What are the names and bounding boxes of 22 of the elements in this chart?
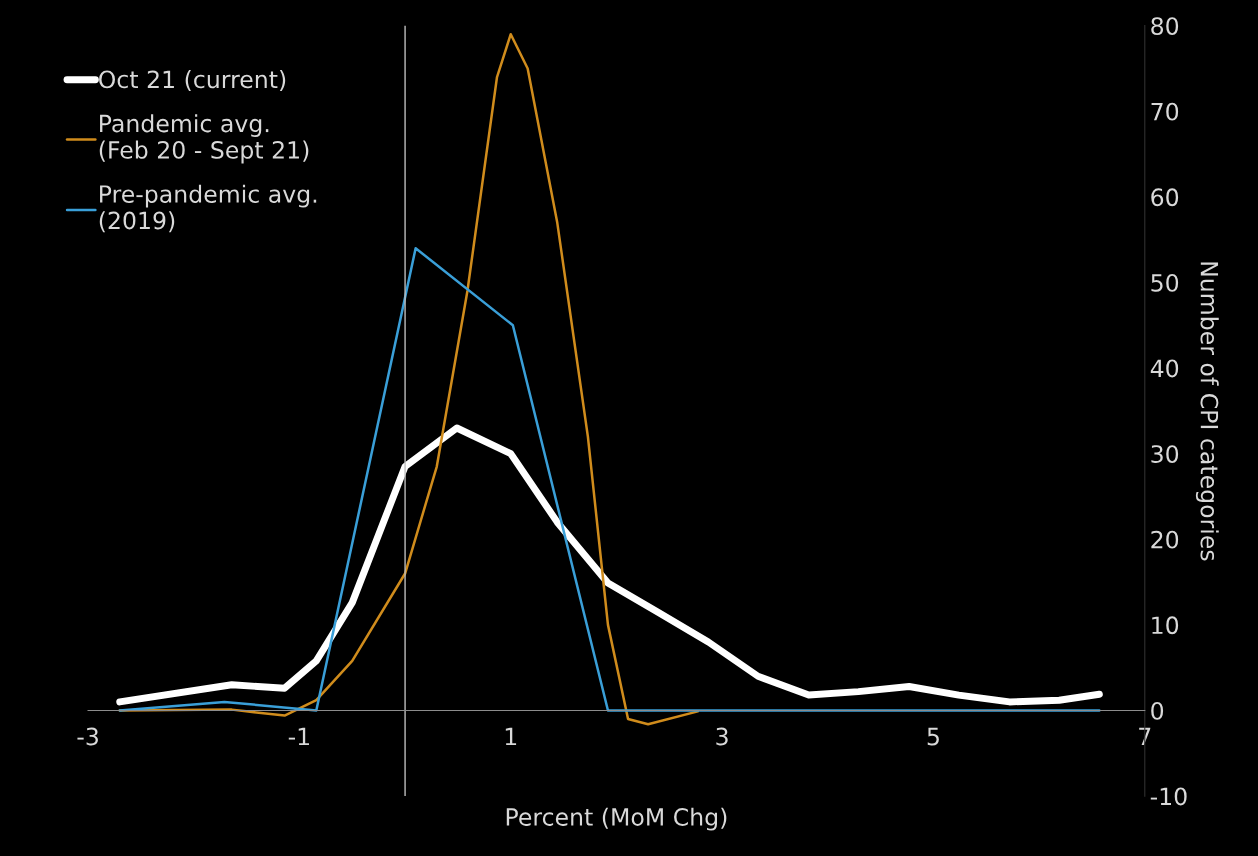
legend-label: Pandemic avg. (Feb 20 - Sept 21) [99,114,309,164]
y-tick-label: 30 [1151,445,1179,463]
x-tick-label: 1 [505,727,517,746]
y-tick-label: -10 [1150,787,1187,806]
x-tick-label: 5 [927,727,939,746]
y-tick-label: 10 [1152,616,1179,635]
y-tick-label: 70 [1151,102,1179,121]
legend-label: Pre-pandemic avg. (2019) [99,184,317,233]
x-tick-label: 3 [716,727,728,746]
y-tick-label: 60 [1151,188,1179,207]
y-tick-label: 40 [1150,359,1179,378]
y-tick-label: 20 [1151,530,1179,549]
x-tick-label: 7 [1139,727,1151,746]
y-axis-title: Number of CPI categories [1195,262,1219,561]
line-series [118,246,1101,712]
y-tick-label: 50 [1151,273,1179,292]
legend-label: Oct 21 (current) [99,70,286,92]
y-tick-label: 80 [1151,17,1179,35]
x-axis-title: Percent (MoM Chg) [506,807,727,831]
x-tick-label: -3 [77,727,98,746]
y-tick-label: 0 [1151,701,1164,720]
x-tick-label: -1 [288,727,309,746]
